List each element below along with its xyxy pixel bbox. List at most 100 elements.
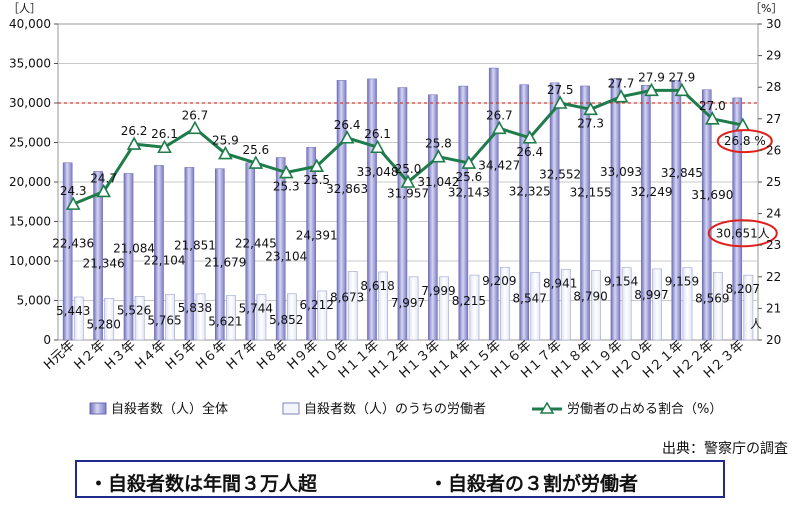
total-label: 21,851 bbox=[174, 239, 216, 253]
ratio-label: 24.7 bbox=[90, 171, 117, 185]
legend-marker-ratio bbox=[539, 401, 555, 414]
ratio-label: 26.7 bbox=[182, 108, 209, 122]
ratio-marker bbox=[705, 111, 720, 125]
bar-total bbox=[184, 167, 195, 341]
ratio-label: 25.0 bbox=[395, 162, 422, 176]
left-axis-tick-label: 0 bbox=[43, 333, 51, 347]
ratio-marker bbox=[309, 158, 325, 172]
worker-label: 5,621 bbox=[208, 315, 242, 329]
total-label: 22,104 bbox=[144, 254, 186, 268]
total-label: 23,104 bbox=[265, 250, 307, 264]
ratio-label: 26.1 bbox=[364, 127, 391, 141]
ratio-marker bbox=[674, 82, 690, 97]
worker-label: 7,997 bbox=[391, 296, 425, 310]
bar-worker bbox=[317, 290, 328, 341]
worker-label: 5,765 bbox=[147, 313, 181, 327]
worker-label: 5,838 bbox=[178, 301, 212, 315]
bar-worker bbox=[378, 271, 388, 341]
ratio-label: 26.4 bbox=[334, 118, 361, 132]
total-label: 32,552 bbox=[539, 168, 581, 182]
ratio-label: 26.8 % bbox=[724, 134, 766, 148]
ratio-marker bbox=[218, 145, 233, 160]
bar-worker bbox=[165, 294, 175, 341]
right-axis-tick-label: 28 bbox=[766, 80, 781, 94]
ratio-marker bbox=[491, 120, 507, 135]
bar-total bbox=[732, 97, 743, 341]
ratio-marker bbox=[65, 196, 81, 210]
bar-worker bbox=[469, 274, 480, 341]
ratio-marker bbox=[522, 130, 538, 144]
left-axis-tick-label: 30,000 bbox=[9, 96, 51, 110]
bar-worker bbox=[439, 276, 449, 341]
legend-label-worker: 自殺者数（人）のうちの労働者 bbox=[304, 402, 486, 417]
total-label: 22,445 bbox=[235, 236, 277, 250]
worker-label: 8,941 bbox=[543, 276, 577, 290]
ratio-marker bbox=[339, 130, 355, 144]
ratio-marker bbox=[613, 89, 629, 103]
ratio-marker bbox=[583, 101, 598, 116]
total-label: 32,863 bbox=[326, 182, 368, 196]
left-axis-tick-label: 5,000 bbox=[17, 294, 51, 308]
worker-label: 8,673 bbox=[330, 290, 364, 304]
x-axis-tick-label: H８年 bbox=[254, 338, 291, 373]
bar-total bbox=[93, 171, 103, 341]
ratio-marker bbox=[278, 164, 294, 179]
ratio-marker bbox=[400, 174, 416, 188]
worker-label: 9,209 bbox=[482, 274, 516, 288]
worker-label: 8,997 bbox=[634, 288, 668, 302]
total-label: 21,084 bbox=[113, 242, 155, 256]
total-label: 33,093 bbox=[600, 165, 642, 179]
bar-total bbox=[397, 87, 408, 341]
worker-label: 8,618 bbox=[360, 279, 394, 293]
bar-worker bbox=[226, 295, 236, 341]
legend-swatch-total bbox=[89, 402, 107, 415]
worker-label: 9,159 bbox=[665, 275, 699, 289]
left-axis-unit: ［人］ bbox=[8, 2, 41, 15]
bar-total bbox=[154, 165, 164, 341]
legend: 自殺者数（人）全体 自殺者数（人）のうちの労働者 労働者の占める割合（%） bbox=[89, 401, 722, 417]
bar-worker bbox=[560, 269, 571, 341]
total-label: 32,143 bbox=[448, 186, 490, 200]
bar-total bbox=[428, 94, 438, 341]
left-axis-tick-label: 40,000 bbox=[9, 17, 51, 31]
ratio-marker bbox=[248, 155, 264, 169]
bar-worker bbox=[347, 271, 358, 341]
right-axis-tick-label: 22 bbox=[766, 270, 781, 284]
right-axis-tick-label: 25 bbox=[766, 175, 781, 189]
right-axis-tick-label: 21 bbox=[766, 301, 781, 315]
bar-worker bbox=[743, 274, 754, 341]
worker-label: 7,999 bbox=[421, 284, 455, 298]
ratio-label: 26.4 bbox=[516, 145, 543, 159]
ratio-label: 25.9 bbox=[212, 134, 239, 148]
ratio-label: 27.7 bbox=[608, 77, 635, 91]
ratio-marker bbox=[552, 95, 568, 109]
summary-point-1: ・自殺者数は年間３万人超 bbox=[89, 473, 318, 495]
ratio-marker bbox=[370, 139, 385, 154]
ratio-marker bbox=[187, 120, 203, 135]
bar-total bbox=[336, 80, 347, 341]
bar-total bbox=[275, 157, 286, 341]
worker-label: 8,215 bbox=[452, 294, 486, 308]
total-label: 32,155 bbox=[570, 186, 612, 200]
legend-swatch-worker bbox=[282, 402, 300, 415]
ratio-line-series bbox=[65, 82, 751, 210]
highlight-circle-ratio bbox=[716, 129, 773, 154]
ratio-label: 24.3 bbox=[60, 184, 87, 198]
bar-worker bbox=[652, 268, 662, 341]
ratio-marker bbox=[461, 155, 477, 169]
total-label: 31,042 bbox=[417, 175, 459, 189]
summary-point-2: ・自殺者の３割が労働者 bbox=[429, 473, 639, 495]
worker-label: 8,569 bbox=[695, 291, 729, 305]
bar-worker bbox=[713, 272, 723, 341]
ratio-marker bbox=[126, 136, 142, 150]
total-label: 21,679 bbox=[204, 255, 246, 269]
ratio-label: 26.7 bbox=[486, 108, 513, 122]
bar-total bbox=[610, 78, 621, 341]
x-axis-tick-label: H５年 bbox=[163, 338, 200, 373]
ratio-marker bbox=[96, 183, 111, 198]
right-axis-tick-label: 23 bbox=[766, 238, 781, 252]
left-axis-tick-label: 35,000 bbox=[9, 57, 51, 71]
right-axis-tick-label: 27 bbox=[766, 112, 781, 126]
worker-label: 5,526 bbox=[117, 303, 151, 317]
